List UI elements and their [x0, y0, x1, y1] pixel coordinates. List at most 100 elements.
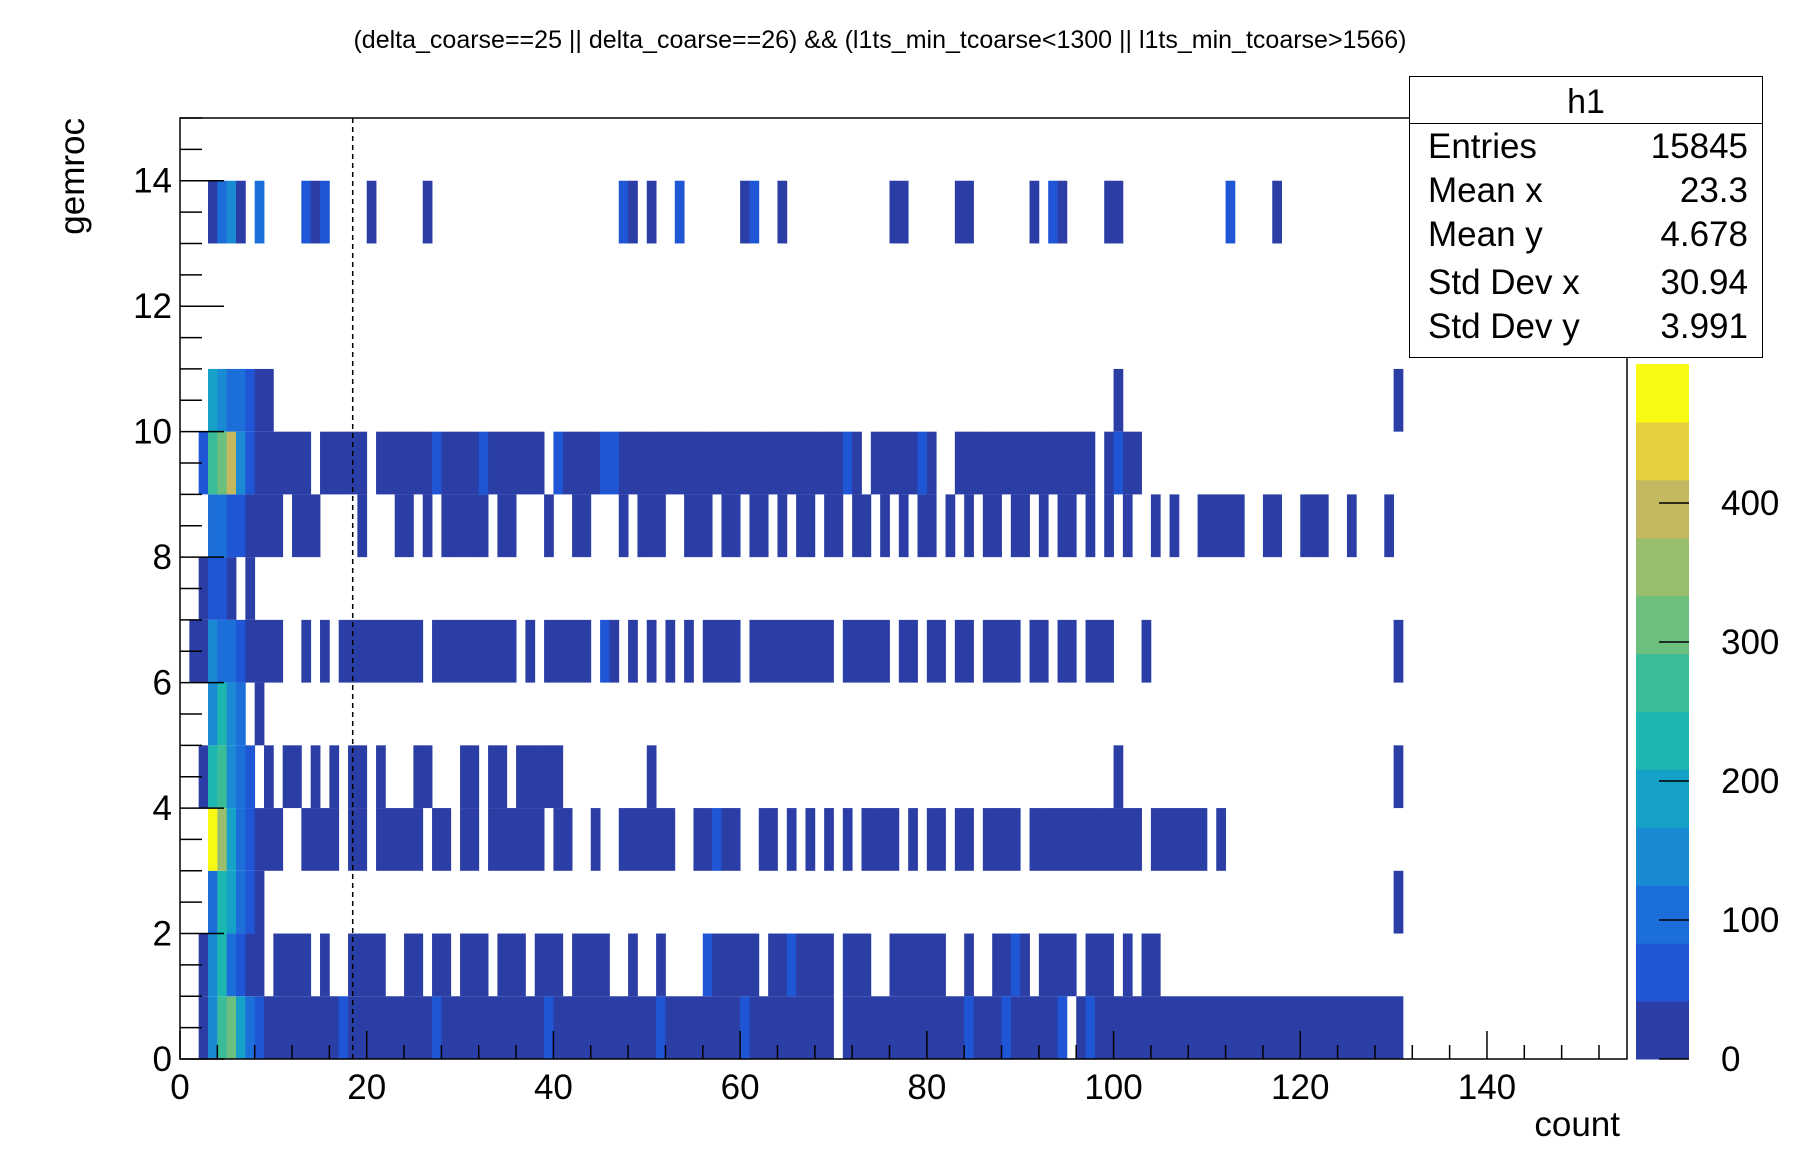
heatmap-cell	[730, 619, 741, 683]
heatmap-cell	[1384, 996, 1395, 1059]
x-axis-title: count	[1534, 1105, 1620, 1144]
heatmap-cell	[506, 431, 517, 495]
heatmap-cell	[394, 808, 405, 871]
heatmap-cell	[1010, 933, 1021, 997]
heatmap-cell	[357, 494, 368, 558]
z-tick-label: 200	[1721, 762, 1779, 801]
heatmap-cell	[441, 933, 452, 997]
heatmap-cell	[544, 996, 554, 1059]
heatmap-cell	[581, 431, 592, 495]
heatmap-cell	[226, 808, 237, 871]
heatmap-cell	[1010, 619, 1021, 683]
heatmap-cell	[254, 180, 265, 244]
heatmap-cell	[646, 494, 657, 558]
heatmap-cell	[376, 996, 386, 1059]
heatmap-cell	[572, 619, 582, 683]
heatmap-cell	[777, 494, 788, 558]
heatmap-cell	[404, 619, 414, 683]
x-tick-label: 80	[907, 1068, 946, 1107]
heatmap-cell	[758, 494, 769, 558]
heatmap-cell	[628, 808, 638, 871]
heatmap-cell	[1066, 808, 1077, 871]
heatmap-cell	[721, 619, 732, 683]
heatmap-cell	[562, 996, 573, 1059]
heatmap-cell	[1244, 996, 1254, 1059]
heatmap-cell	[432, 996, 442, 1059]
stats-row-mean-y: Mean y 4.678	[1428, 215, 1748, 255]
heatmap-cell	[600, 933, 610, 997]
heatmap-cell	[684, 996, 694, 1059]
palette-band	[1636, 537, 1689, 597]
heatmap-cell	[749, 494, 760, 558]
heatmap-cell	[301, 808, 312, 871]
palette-band	[1636, 1001, 1689, 1060]
heatmap-cell	[534, 808, 545, 871]
heatmap-cell	[525, 996, 536, 1059]
heatmap-cell	[842, 619, 853, 683]
heatmap-cell	[320, 808, 330, 871]
heatmap-cell	[926, 808, 937, 871]
heatmap-cell	[525, 431, 536, 495]
stats-row-std-dev-y: Std Dev y 3.991	[1428, 307, 1748, 347]
heatmap-cell	[908, 808, 918, 871]
heatmap-cell	[385, 431, 396, 495]
heatmap-cell	[992, 808, 1002, 871]
stats-value: 15845	[1650, 127, 1748, 166]
heatmap-cell	[1150, 808, 1161, 871]
heatmap-cell	[992, 431, 1002, 495]
heatmap-cell	[740, 996, 750, 1059]
heatmap-cell	[824, 808, 834, 871]
heatmap-cell	[1318, 494, 1329, 558]
z-axis-ticks: 0 100 200 300 400	[1659, 484, 1779, 1079]
heatmap-cell	[1066, 933, 1077, 997]
heatmap-cell	[1169, 494, 1180, 558]
heatmap-cell	[1066, 619, 1077, 683]
x-tick-label: 120	[1271, 1068, 1329, 1107]
heatmap-cell	[301, 431, 312, 495]
stats-row-mean-x: Mean x 23.3	[1428, 171, 1748, 211]
heatmap-cell	[292, 996, 302, 1059]
heatmap-cell	[338, 431, 349, 495]
heatmap-cell	[618, 996, 629, 1059]
heatmap-cell	[254, 368, 265, 432]
palette-band	[1636, 827, 1689, 886]
x-axis-ticks: 0 20 40 60 80 100 120 140	[170, 1031, 1600, 1107]
heatmap-cell	[889, 996, 900, 1059]
heatmap-cell	[674, 996, 685, 1059]
heatmap-cell	[1066, 494, 1077, 558]
heatmap-cell	[217, 619, 228, 683]
heatmap-cell	[936, 933, 946, 997]
heatmap-cell	[1085, 808, 1096, 871]
heatmap-cell	[245, 619, 256, 683]
heatmap-cell	[236, 431, 246, 495]
palette-band	[1636, 421, 1689, 481]
heatmap-cell	[1337, 996, 1348, 1059]
palette-band	[1636, 364, 1689, 423]
heatmap-cell	[693, 996, 704, 1059]
heatmap-cell	[1076, 431, 1086, 495]
x-tick-label: 140	[1458, 1068, 1516, 1107]
heatmap-cell	[786, 619, 797, 683]
heatmap-cell	[236, 996, 246, 1059]
heatmap-cell	[236, 619, 246, 683]
heatmap-cell	[282, 933, 293, 997]
heatmap-cell	[786, 431, 797, 495]
palette-band	[1636, 711, 1689, 770]
heatmap-cell	[1057, 431, 1068, 495]
heatmap-cell	[497, 619, 508, 683]
heatmap-cell	[964, 431, 974, 495]
heatmap-cell	[301, 494, 312, 558]
heatmap-cell	[1113, 808, 1124, 871]
heatmap-cell	[301, 996, 312, 1059]
heatmap-cell	[693, 808, 704, 871]
palette-band	[1636, 769, 1689, 828]
heatmap-cell	[702, 619, 713, 683]
heatmap-cell	[208, 996, 218, 1059]
heatmap-cell	[964, 619, 974, 683]
heatmap-cell	[880, 494, 890, 558]
heatmap-cell	[497, 745, 508, 809]
heatmap-cell	[646, 745, 657, 809]
heatmap-cell	[628, 996, 638, 1059]
heatmap-cell	[226, 619, 237, 683]
heatmap-cells	[189, 180, 1404, 1059]
